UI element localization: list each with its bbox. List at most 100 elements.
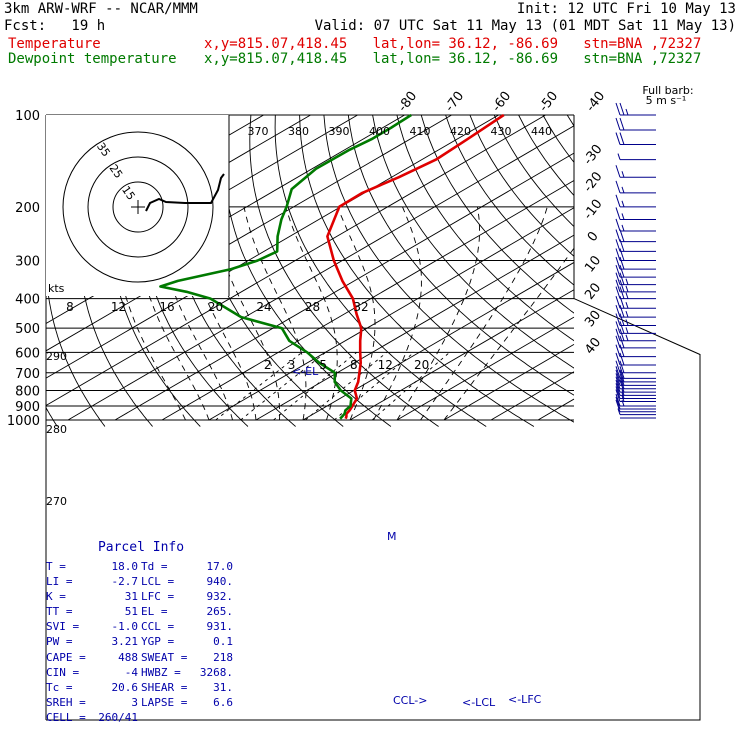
theta-label: 280 — [46, 423, 67, 436]
barb-half — [625, 334, 629, 341]
parcel-row: SREH = 3 LAPSE = 6.6 — [46, 695, 236, 710]
wind-barb — [615, 286, 656, 300]
barb-flag — [615, 304, 621, 318]
barb-flag — [615, 272, 621, 285]
mixing-ratio-label: 2 — [264, 358, 272, 372]
isotherm — [443, 344, 575, 421]
parcel-cell: SVI = -1.0 — [46, 619, 141, 634]
barb-flag — [615, 389, 621, 402]
barb-flag — [615, 383, 621, 396]
barb-flag — [619, 352, 625, 366]
lower-boundary — [46, 298, 701, 721]
parcel-cell: YGP = 0.1 — [141, 634, 236, 649]
barb-flag — [615, 117, 621, 131]
parcel-cell: Tc = 20.6 — [46, 680, 141, 695]
barb-half — [625, 319, 629, 326]
barb-half — [625, 302, 629, 309]
barb-flag — [615, 229, 621, 242]
parcel-key: SHEAR = — [141, 680, 188, 694]
hodograph-speed-label: 16 — [159, 300, 174, 314]
barb-flag — [615, 335, 621, 349]
mixing-ratio-label: 12 — [378, 358, 393, 372]
parcel-row: SVI = -1.0 CCL = 931. — [46, 619, 236, 634]
barb-flag — [615, 352, 621, 366]
hodograph-ring — [87, 156, 189, 258]
parcel-cell: T = 18.0 — [46, 559, 141, 574]
theta-label: 400 — [369, 125, 390, 138]
wind-barb — [617, 153, 656, 161]
theta-label: 430 — [491, 125, 512, 138]
parcel-cell: PW = 3.21 — [46, 634, 141, 649]
parcel-key: K = — [46, 590, 66, 604]
parcel-value: 931. — [206, 620, 234, 634]
dry-adiabat — [592, 115, 740, 427]
barb-flag — [615, 132, 621, 145]
dry-adiabat — [372, 115, 574, 369]
wind-barb — [615, 248, 656, 262]
parcel-key: SVI = — [46, 620, 80, 634]
parcel-key: LAPSE = — [141, 695, 188, 709]
parcel-key: CIN = — [46, 665, 80, 679]
isotherm — [302, 262, 575, 421]
barb-flag — [615, 180, 621, 194]
parcel-cell: EL = 265. — [141, 604, 236, 619]
mixing-ratio-label: 5 — [319, 358, 327, 372]
dry-adiabat — [249, 115, 439, 427]
barb-flag — [615, 194, 621, 207]
init-time: Init: 12 UTC Fri 10 May 13 — [516, 1, 736, 17]
parcel-key: TT = — [46, 605, 73, 619]
barb-half — [625, 292, 629, 299]
theta-label: 410 — [410, 125, 431, 138]
wind-barb — [615, 373, 656, 386]
parcel-cell: Td = 17.0 — [141, 559, 236, 574]
parcel-value: 20.6 — [111, 680, 139, 694]
pressure-tick: 300 — [15, 255, 40, 270]
parcel-cell: CAPE = 488 — [46, 650, 141, 665]
temperature-legend: Temperature — [8, 36, 101, 52]
temperature-tick: -60 — [489, 89, 514, 115]
barb-flag — [619, 373, 625, 386]
parcel-cell: K = 31 — [46, 589, 141, 604]
dewpoint-legend: Dewpoint temperature — [8, 51, 177, 67]
parcel-value: 218 — [213, 650, 233, 664]
parcel-key: CCL = — [141, 620, 175, 634]
temperature-tick: 30 — [582, 308, 604, 330]
barb-flag — [619, 132, 625, 145]
dewpoint-profile — [159, 113, 412, 420]
temperature-tick: 10 — [582, 253, 604, 275]
parcel-value: 940. — [206, 575, 234, 589]
parcel-cell: CIN = -4 — [46, 665, 141, 680]
barb-half — [621, 213, 625, 220]
temperature-profile — [326, 113, 505, 420]
wind-barb — [615, 328, 656, 342]
wind-barb — [615, 218, 656, 232]
wind-barb — [615, 256, 656, 270]
barb-flag — [619, 313, 625, 326]
barb-flag — [615, 344, 621, 357]
wind-barb — [615, 399, 656, 413]
parcel-cell: SHEAR = 31. — [141, 680, 236, 695]
barb-half — [621, 224, 625, 232]
wind-barb — [615, 360, 656, 374]
parcel-row: Tc = 20.6 SHEAR = 31. — [46, 680, 236, 695]
wind-barb — [615, 165, 656, 178]
barb-half — [625, 327, 629, 334]
parcel-cell: LI = -2.7 — [46, 574, 141, 589]
parcel-cell: CELL = 260/41 — [46, 710, 141, 725]
hodograph-speed-label: 12 — [111, 300, 126, 314]
dry-adiabat — [323, 115, 574, 423]
dry-adiabat — [347, 115, 574, 396]
wind-barb — [615, 207, 656, 220]
pressure-tick: 400 — [15, 293, 40, 308]
barb-half — [621, 200, 625, 207]
barb-half — [621, 186, 625, 194]
parcel-key: Tc = — [46, 680, 73, 694]
wind-barb — [615, 229, 656, 243]
wind-barb — [615, 344, 656, 358]
pressure-tick: 100 — [15, 109, 40, 124]
parcel-row: TT = 51 EL = 265. — [46, 604, 236, 619]
barb-flag — [615, 321, 621, 334]
parcel-info-table: T = 18.0 Td = 17.0 LI = -2.7 LCL = 940. K = 31 LFC… — [46, 559, 236, 725]
